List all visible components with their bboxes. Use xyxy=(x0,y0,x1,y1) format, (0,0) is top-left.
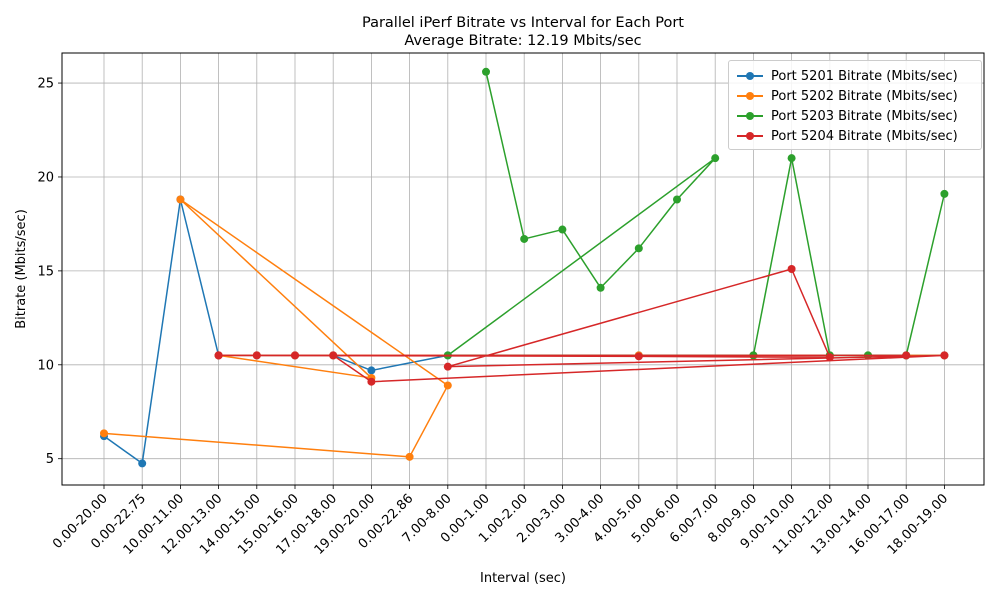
data-point xyxy=(367,366,376,375)
y-tick-label: 15 xyxy=(37,264,54,279)
data-point xyxy=(596,283,605,292)
y-tick-label: 5 xyxy=(46,452,54,467)
series-4 xyxy=(214,265,949,386)
data-point xyxy=(940,189,949,198)
data-point xyxy=(443,381,452,390)
y-tick-label: 20 xyxy=(37,170,54,185)
chart-subtitle: Average Bitrate: 12.19 Mbits/sec xyxy=(404,33,641,49)
data-point xyxy=(291,351,299,360)
data-point xyxy=(825,353,834,362)
y-tick-label: 25 xyxy=(37,77,54,92)
data-point xyxy=(787,154,796,163)
x-axis-label: Interval (sec) xyxy=(480,571,566,586)
data-point xyxy=(787,265,796,273)
legend-item-5203: Port 5203 Bitrate (Mbits/sec) xyxy=(737,107,958,125)
data-point xyxy=(558,225,567,234)
data-point xyxy=(520,234,529,243)
data-point xyxy=(940,351,949,360)
legend-item-5201: Port 5201 Bitrate (Mbits/sec) xyxy=(737,67,958,85)
data-point xyxy=(673,195,681,204)
plot-frame xyxy=(61,52,985,486)
legend-label-5201: Port 5201 Bitrate (Mbits/sec) xyxy=(771,68,958,84)
chart-title: Parallel iPerf Bitrate vs Interval for E… xyxy=(362,15,684,31)
data-point xyxy=(100,429,108,438)
legend-item-5202: Port 5202 Bitrate (Mbits/sec) xyxy=(737,87,958,105)
grid xyxy=(62,53,984,485)
legend: Port 5201 Bitrate (Mbits/sec) Port 5202 … xyxy=(728,60,982,150)
data-point xyxy=(138,459,147,468)
data-point xyxy=(443,362,452,371)
data-point xyxy=(176,195,185,204)
data-point xyxy=(252,351,261,360)
series-line xyxy=(217,268,946,383)
data-point xyxy=(902,351,911,360)
legend-label-5204: Port 5204 Bitrate (Mbits/sec) xyxy=(771,128,958,144)
data-point xyxy=(367,377,376,386)
legend-swatch-5201 xyxy=(737,67,763,85)
data-point xyxy=(634,352,643,361)
data-point xyxy=(482,67,490,76)
legend-swatch-5203 xyxy=(737,107,763,125)
data-point xyxy=(214,351,223,360)
legend-label-5202: Port 5202 Bitrate (Mbits/sec) xyxy=(771,88,958,104)
data-point xyxy=(711,154,720,163)
data-point xyxy=(329,351,338,360)
y-tick-label: 10 xyxy=(37,358,54,373)
legend-label-5203: Port 5203 Bitrate (Mbits/sec) xyxy=(771,108,958,124)
legend-item-5204: Port 5204 Bitrate (Mbits/sec) xyxy=(737,127,958,145)
data-point xyxy=(634,244,643,253)
legend-swatch-5204 xyxy=(737,127,763,145)
data-point xyxy=(405,452,414,461)
series-lines xyxy=(100,67,949,468)
legend-swatch-5202 xyxy=(737,87,763,105)
y-axis-label: Bitrate (Mbits/sec) xyxy=(14,209,29,329)
